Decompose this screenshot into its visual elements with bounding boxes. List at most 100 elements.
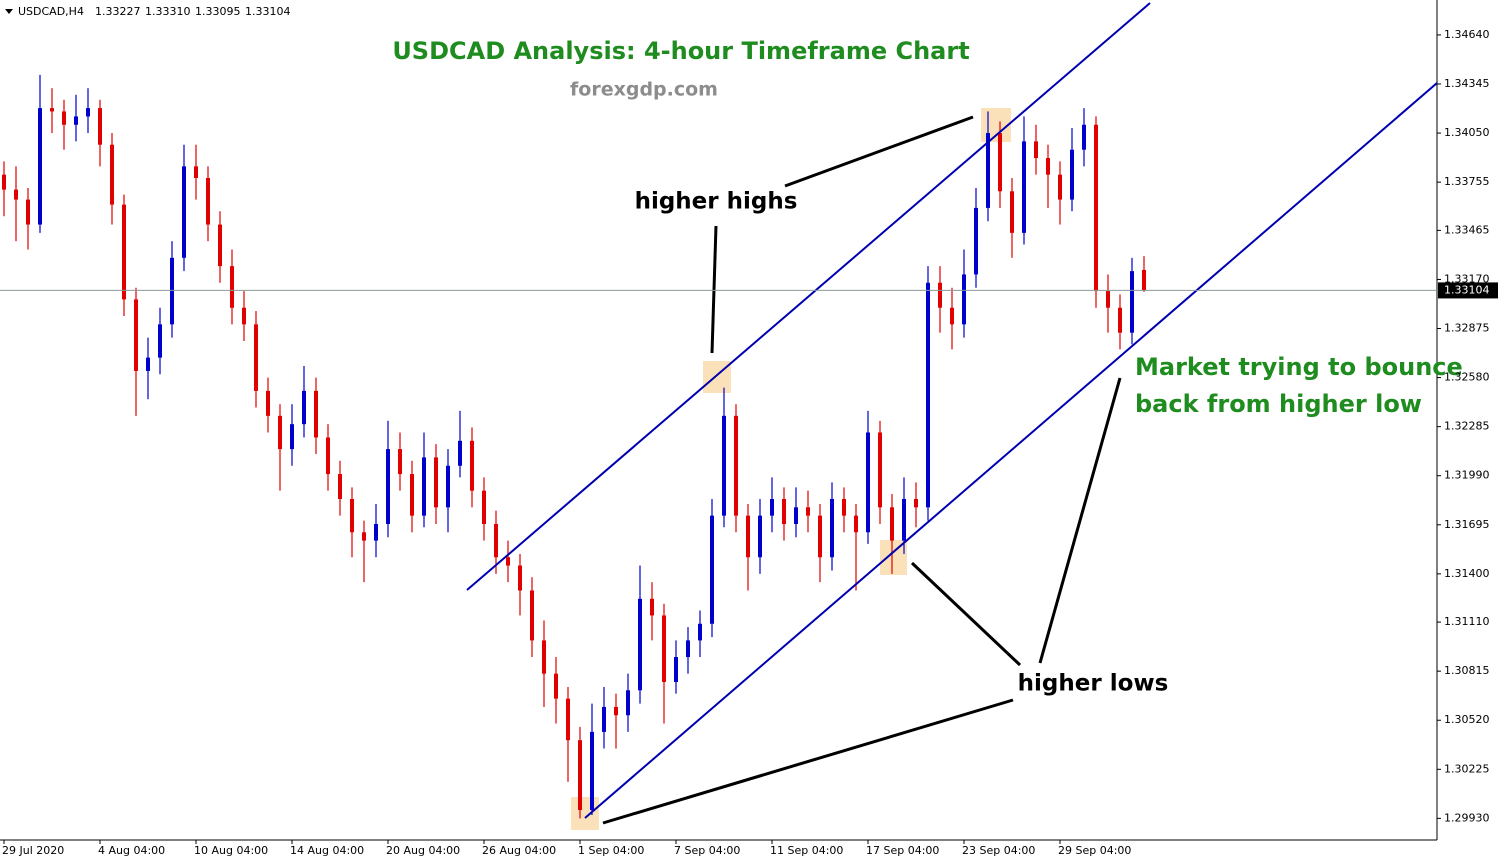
candle-body (374, 523, 378, 541)
candle-body (410, 474, 414, 516)
candle-body (182, 166, 186, 258)
candle-body (926, 282, 930, 508)
channel-line (466, 2, 1151, 591)
candle-body (482, 490, 486, 524)
candle-body (2, 174, 6, 190)
candle-body (230, 266, 234, 308)
candle-body (866, 432, 870, 533)
candle-body (566, 698, 570, 741)
candle-body (290, 424, 294, 450)
y-tick-label: 1.32580 (1444, 371, 1490, 384)
last-price-label: 1.33104 (1444, 283, 1490, 296)
candle-body (1118, 307, 1122, 333)
menu-arrow[interactable] (5, 9, 13, 14)
candle-body (674, 657, 678, 682)
highlight (981, 108, 1011, 142)
candle-body (1022, 141, 1026, 233)
candle-body (1010, 191, 1014, 233)
y-tick-label: 1.33755 (1444, 175, 1490, 188)
candle-body (818, 515, 822, 558)
candle-body (626, 690, 630, 716)
candle-body (302, 390, 306, 425)
candle-body (806, 507, 810, 516)
candle-body (38, 108, 42, 225)
candle-body (122, 204, 126, 300)
candle-body (242, 307, 246, 325)
candle-body (794, 507, 798, 524)
candle-body (278, 415, 282, 450)
candle-body (1046, 158, 1050, 175)
candle-body (950, 307, 954, 325)
candle-body (458, 440, 462, 466)
candle-body (554, 673, 558, 699)
pointer (710, 225, 718, 354)
x-tick-label: 4 Aug 04:00 (98, 844, 165, 857)
y-tick-label: 1.31990 (1444, 469, 1490, 482)
candle-body (434, 457, 438, 508)
y-tick-label: 1.30225 (1444, 762, 1490, 775)
candle-body (1082, 124, 1086, 150)
candle-body (782, 499, 786, 524)
candle-body (50, 108, 54, 112)
candle-body (830, 499, 834, 558)
candle-body (1142, 269, 1146, 291)
candle-body (878, 432, 882, 508)
candle-body (986, 133, 990, 208)
y-tick-label: 1.32875 (1444, 322, 1490, 335)
pointer (602, 698, 1014, 825)
candle-body (614, 706, 618, 716)
candle-body (686, 640, 690, 658)
candle-body (914, 499, 918, 508)
candle-body (722, 415, 726, 516)
candle-body (1106, 291, 1110, 308)
candle-body (698, 623, 702, 641)
x-tick-label: 1 Sep 04:00 (578, 844, 644, 857)
candle-body (326, 437, 330, 475)
candle-body (470, 440, 474, 491)
x-tick-label: 11 Sep 04:00 (770, 844, 843, 857)
candle-body (518, 565, 522, 591)
ohlc-high: 1.33310 (145, 5, 191, 18)
candle-body (590, 731, 594, 811)
annotation: higher highs (635, 189, 798, 215)
x-tick-label: 20 Aug 04:00 (386, 844, 460, 857)
x-tick-label: 23 Sep 04:00 (962, 844, 1035, 857)
symbol: USDCAD,H4 (18, 5, 84, 18)
x-tick-label: 14 Aug 04:00 (290, 844, 364, 857)
candle-body (938, 282, 942, 308)
candle-body (1070, 149, 1074, 200)
candle-body (974, 207, 978, 275)
candle-body (890, 507, 894, 541)
x-tick-label: 29 Sep 04:00 (1058, 844, 1131, 857)
ohlc-low: 1.33095 (195, 5, 241, 18)
candle-body (74, 116, 78, 125)
candle-body (506, 557, 510, 566)
candle-body (770, 499, 774, 516)
candle-body (530, 590, 534, 641)
y-tick-label: 1.31110 (1444, 615, 1490, 628)
candle-body (266, 390, 270, 416)
candle-body (206, 177, 210, 225)
candle-body (662, 615, 666, 682)
candle-body (902, 499, 906, 541)
candle-body (998, 133, 1002, 192)
candle-body (1058, 174, 1062, 200)
candle-body (638, 598, 642, 691)
y-tick-label: 1.30520 (1444, 713, 1490, 726)
candle-body (386, 449, 390, 524)
candle-body (158, 324, 162, 358)
candle-body (1094, 124, 1098, 292)
y-tick-label: 1.33170 (1444, 272, 1490, 285)
candle-body (446, 465, 450, 508)
channel-line (584, 82, 1438, 819)
candle-body (842, 499, 846, 516)
y-tick-label: 1.33465 (1444, 223, 1490, 236)
candle-body (26, 199, 30, 225)
candle-body (98, 108, 102, 145)
y-tick-label: 1.34345 (1444, 77, 1490, 90)
candle-body (110, 144, 114, 205)
candle-body (170, 257, 174, 325)
candle-body (338, 474, 342, 500)
candle-body (746, 515, 750, 558)
